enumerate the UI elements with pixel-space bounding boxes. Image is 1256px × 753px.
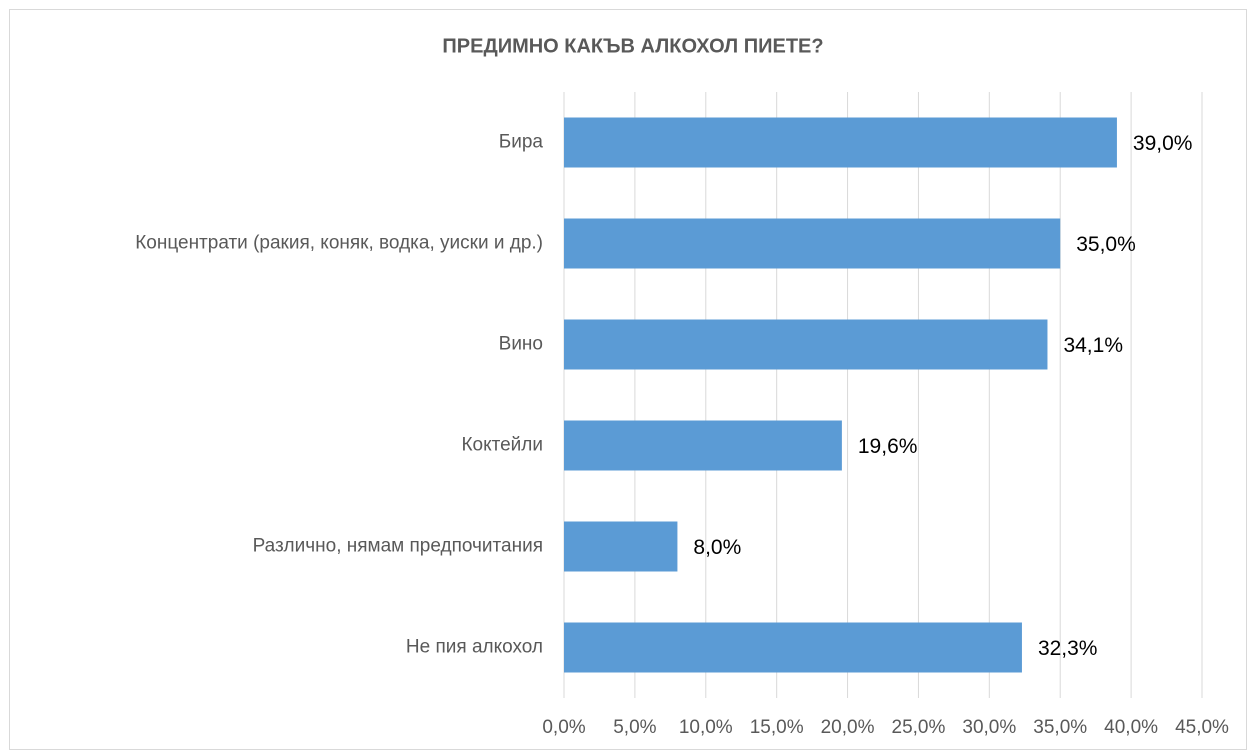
value-label: 32,3% bbox=[1038, 637, 1098, 660]
x-tick-label: 45,0% bbox=[1175, 717, 1229, 738]
x-tick-label: 25,0% bbox=[892, 717, 946, 738]
y-tick-label: Бира bbox=[499, 132, 544, 153]
y-tick-label: Различно, нямам предпочитания bbox=[253, 536, 543, 557]
value-label: 39,0% bbox=[1133, 132, 1193, 155]
value-label: 35,0% bbox=[1076, 233, 1136, 256]
bar bbox=[564, 117, 1117, 168]
x-tick-label: 15,0% bbox=[750, 717, 804, 738]
x-tick-label: 10,0% bbox=[679, 717, 733, 738]
chart-title: ПРЕДИМНО КАКЪВ АЛКОХОЛ ПИЕТЕ? bbox=[442, 35, 823, 57]
y-tick-label: Вино bbox=[499, 334, 543, 355]
x-tick-label: 35,0% bbox=[1033, 717, 1087, 738]
bar bbox=[564, 521, 678, 572]
y-tick-label: Не пия алкохол bbox=[406, 637, 543, 658]
x-tick-label: 40,0% bbox=[1104, 717, 1158, 738]
bar bbox=[564, 420, 842, 471]
y-tick-label: Коктейли bbox=[461, 435, 543, 456]
x-tick-label: 20,0% bbox=[821, 717, 875, 738]
value-label: 34,1% bbox=[1063, 334, 1123, 357]
value-label: 19,6% bbox=[858, 435, 918, 458]
x-tick-label: 0,0% bbox=[542, 717, 585, 738]
bar bbox=[564, 622, 1022, 673]
x-tick-label: 5,0% bbox=[613, 717, 656, 738]
value-label: 8,0% bbox=[693, 536, 741, 559]
bar bbox=[564, 218, 1061, 269]
bar bbox=[564, 319, 1048, 370]
y-tick-label: Концентрати (ракия, коняк, водка, уиски … bbox=[135, 233, 543, 254]
x-tick-label: 30,0% bbox=[962, 717, 1016, 738]
